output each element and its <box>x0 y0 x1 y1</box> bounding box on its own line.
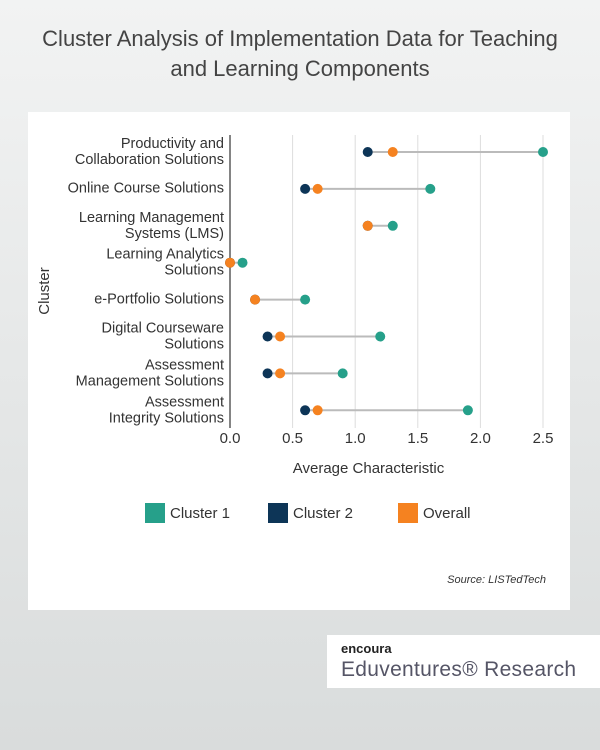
y-tick-label: Learning Management Systems (LMS) <box>79 210 224 242</box>
brand-company: encoura <box>341 641 392 656</box>
dot <box>275 331 286 342</box>
dot <box>237 257 248 268</box>
y-axis-label: Cluster <box>36 267 53 315</box>
dot <box>362 220 373 231</box>
legend-label: Cluster 1 <box>170 505 230 522</box>
legend-swatch <box>145 503 165 523</box>
dot <box>262 331 273 342</box>
y-tick-label: Online Course Solutions <box>68 181 224 197</box>
x-tick-label: 1.5 <box>407 430 428 447</box>
dot <box>225 257 235 268</box>
dot <box>300 183 311 194</box>
logo: encoura Eduventures® Research <box>327 635 600 688</box>
legend-label: Cluster 2 <box>293 505 353 522</box>
dot <box>262 368 273 379</box>
y-tick-label: e-Portfolio Solutions <box>94 291 224 307</box>
brand-product: Eduventures® Research <box>341 658 577 681</box>
dot <box>250 294 261 305</box>
legend-swatch <box>398 503 418 523</box>
chart-title: Cluster Analysis of Implementation Data … <box>42 26 558 81</box>
dot <box>312 183 323 194</box>
legend-swatch <box>268 503 288 523</box>
dot <box>375 331 386 342</box>
y-tick-label: Learning Analytics Solutions <box>106 247 224 279</box>
dot <box>538 147 548 157</box>
dot <box>337 368 348 379</box>
source-note: Source: LISTedTech <box>447 574 546 586</box>
chart-panel <box>28 112 570 610</box>
x-axis-label: Average Characteristic <box>293 460 445 477</box>
x-tick-label: 1.0 <box>345 430 366 447</box>
y-tick-label: Productivity and Collaboration Solutions <box>75 136 224 168</box>
x-tick-label: 0.0 <box>220 430 241 447</box>
y-tick-label: Assessment Management Solutions <box>76 357 224 389</box>
x-tick-label: 2.0 <box>470 430 491 447</box>
dot <box>387 147 398 157</box>
dot <box>312 405 323 416</box>
x-tick-label: 2.5 <box>533 430 554 447</box>
dot <box>425 183 436 194</box>
dot <box>300 405 311 416</box>
dot <box>300 294 311 305</box>
dot <box>387 220 398 231</box>
legend-label: Overall <box>423 505 471 522</box>
dot <box>362 147 373 157</box>
dot <box>462 405 473 416</box>
dot <box>275 368 286 379</box>
x-tick-label: 0.5 <box>282 430 303 447</box>
y-tick-label: Digital Courseware Solutions <box>102 320 225 352</box>
y-tick-label: Assessment Integrity Solutions <box>109 394 224 426</box>
